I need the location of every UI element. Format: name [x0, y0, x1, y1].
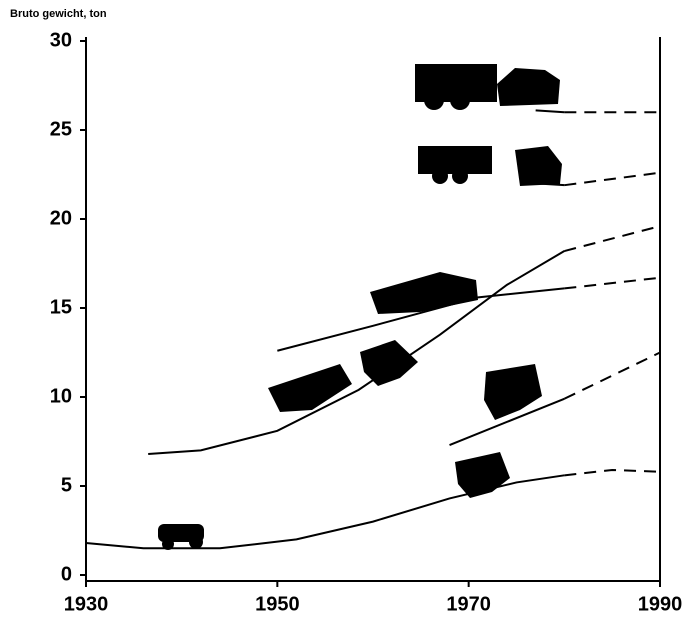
line-series — [564, 225, 661, 253]
y-tick-label: 0 — [61, 563, 72, 585]
y-axis-label: Bruto gewicht, ton — [10, 8, 107, 20]
y-tick-label: 5 — [61, 474, 72, 496]
y-tick-label: 30 — [50, 29, 72, 51]
y-tick-label: 20 — [50, 207, 72, 229]
line-series — [85, 474, 565, 550]
line-series — [277, 287, 565, 352]
y-tick-label: 10 — [50, 385, 72, 407]
line-series — [564, 276, 661, 290]
line-series — [535, 182, 565, 187]
line-series — [535, 109, 565, 114]
x-tick-label: 1970 — [446, 593, 491, 615]
line-series — [564, 171, 661, 187]
y-tick-label: 15 — [50, 296, 72, 318]
vehicle-icons — [158, 64, 562, 550]
x-tick-label: 1930 — [64, 593, 109, 615]
x-tick-label: 1990 — [638, 593, 683, 615]
line-series — [148, 250, 565, 455]
line-series — [564, 468, 661, 477]
line-series — [563, 351, 661, 400]
line-series — [449, 397, 565, 446]
x-tick-label: 1950 — [255, 593, 300, 615]
y-tick-label: 25 — [50, 118, 72, 140]
